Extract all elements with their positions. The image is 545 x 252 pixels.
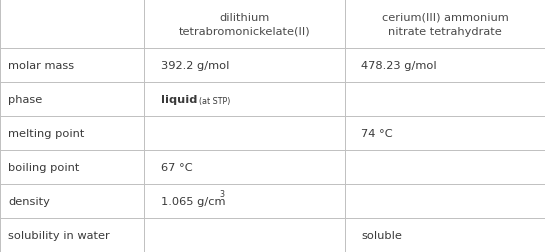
Text: density: density <box>8 196 50 206</box>
Text: (at STP): (at STP) <box>199 96 231 105</box>
Text: 74 °C: 74 °C <box>361 129 393 139</box>
Text: 1.065 g/cm: 1.065 g/cm <box>161 196 225 206</box>
Text: dilithium
tetrabromonickelate(II): dilithium tetrabromonickelate(II) <box>179 13 311 37</box>
Text: cerium(III) ammonium
nitrate tetrahydrate: cerium(III) ammonium nitrate tetrahydrat… <box>382 13 508 37</box>
Text: 392.2 g/mol: 392.2 g/mol <box>161 61 229 71</box>
Text: boiling point: boiling point <box>8 163 80 172</box>
Text: melting point: melting point <box>8 129 84 139</box>
Text: solubility in water: solubility in water <box>8 230 110 240</box>
Text: molar mass: molar mass <box>8 61 74 71</box>
Text: phase: phase <box>8 95 43 105</box>
Text: 3: 3 <box>220 189 225 198</box>
Text: 478.23 g/mol: 478.23 g/mol <box>361 61 437 71</box>
Text: soluble: soluble <box>361 230 402 240</box>
Text: 67 °C: 67 °C <box>161 163 192 172</box>
Text: liquid: liquid <box>161 95 197 105</box>
